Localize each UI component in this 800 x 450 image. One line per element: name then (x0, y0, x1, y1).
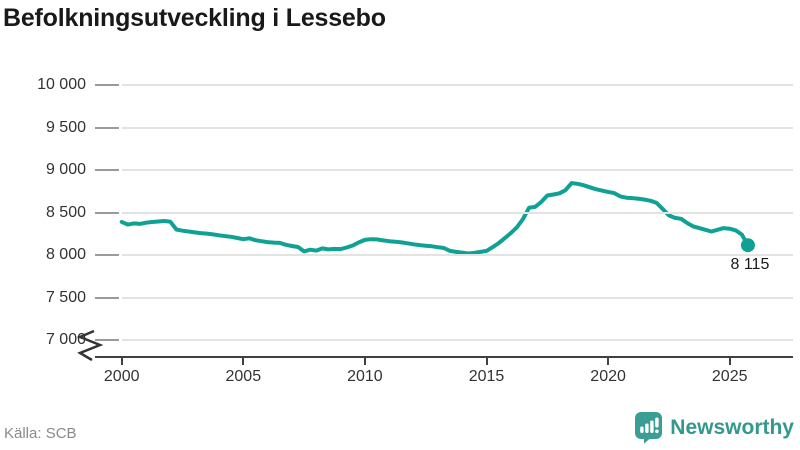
y-axis-label: 7 000 (45, 331, 86, 348)
x-axis-label: 2010 (347, 368, 383, 385)
y-axis-label: 8 500 (45, 203, 86, 221)
source-caption: Källa: SCB (4, 425, 77, 442)
gridline (122, 211, 793, 214)
chart-title: Befolkningsutveckling i Lessebo (3, 4, 386, 32)
gridline (122, 339, 793, 341)
y-axis-tick (95, 211, 119, 214)
y-axis-tick (95, 296, 119, 299)
y-axis-tick (95, 84, 119, 86)
gridline (122, 296, 793, 299)
last-value-label: 8 115 (730, 256, 770, 274)
y-axis-label: 10 000 (37, 76, 86, 93)
gridline (122, 126, 793, 129)
newsworthy-logo[interactable]: Newsworthy (634, 411, 794, 444)
x-axis-tick (242, 358, 245, 365)
x-axis-label: 2015 (468, 368, 505, 385)
y-axis-tick (95, 169, 119, 171)
newsworthy-wordmark: Newsworthy (670, 415, 794, 439)
last-value-dot (740, 238, 755, 253)
y-axis-label: 9 500 (45, 118, 86, 136)
y-axis-tick (95, 254, 119, 256)
x-axis-tick (607, 358, 610, 365)
x-axis-tick (120, 358, 123, 365)
x-axis-label: 2025 (711, 368, 748, 385)
x-axis-tick (485, 358, 488, 365)
y-axis-label: 9 000 (45, 161, 86, 178)
x-axis-tick (363, 358, 366, 365)
population-line (119, 181, 750, 256)
x-axis-label: 2020 (590, 368, 626, 385)
newsworthy-bubble-chart-icon (635, 412, 663, 444)
y-axis-tick (95, 339, 119, 341)
x-axis-label: 2005 (225, 368, 262, 385)
gridline (122, 254, 793, 256)
y-axis-tick (95, 126, 119, 129)
x-axis-label: 2000 (103, 368, 140, 385)
y-axis-label: 8 000 (45, 246, 86, 263)
gridline (122, 169, 793, 171)
x-axis-line (95, 356, 793, 358)
y-axis-label: 7 500 (45, 288, 86, 306)
x-axis-tick (728, 358, 731, 365)
gridline (122, 84, 793, 86)
